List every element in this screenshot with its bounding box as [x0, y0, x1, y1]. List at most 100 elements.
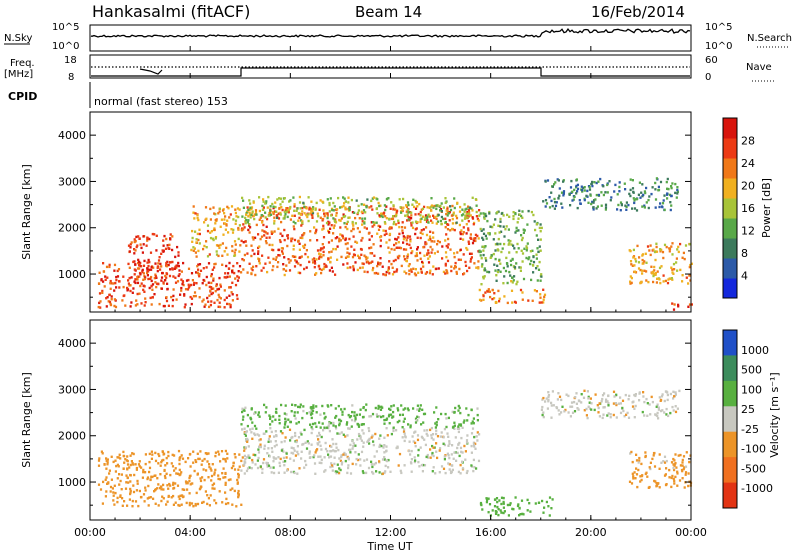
heatmap-cell: [378, 471, 381, 474]
heatmap-cell: [396, 255, 399, 258]
heatmap-cell: [378, 414, 381, 418]
heatmap-cell: [127, 279, 130, 282]
heatmap-cell: [234, 248, 237, 252]
heatmap-cell: [202, 298, 205, 301]
velocity-colorbar-tick: 100: [741, 383, 762, 396]
heatmap-cell: [502, 225, 505, 228]
heatmap-cell: [151, 453, 154, 456]
heatmap-cell: [167, 450, 170, 454]
heatmap-cell: [467, 228, 470, 232]
heatmap-cell: [502, 502, 505, 505]
heatmap-cell: [368, 206, 371, 209]
heatmap-cell: [255, 427, 258, 430]
heatmap-cell: [177, 254, 180, 257]
heatmap-cell: [274, 430, 277, 433]
heatmap-cell: [621, 399, 625, 402]
heatmap-cell: [429, 245, 432, 249]
heatmap-cell: [142, 470, 145, 474]
heatmap-cell: [388, 217, 391, 221]
heatmap-cell: [662, 460, 665, 463]
heatmap-cell: [406, 208, 409, 212]
heatmap-cell: [494, 301, 497, 304]
heatmap-cell: [322, 227, 325, 230]
heatmap-cell: [242, 241, 245, 244]
heatmap-cell: [139, 273, 142, 276]
heatmap-cell: [419, 236, 422, 240]
heatmap-cell: [521, 291, 524, 294]
heatmap-cell: [688, 243, 691, 246]
heatmap-cell: [515, 282, 518, 286]
heatmap-cell: [518, 266, 521, 269]
heatmap-cell: [231, 293, 234, 296]
heatmap-cell: [241, 428, 244, 431]
heatmap-cell: [361, 266, 364, 269]
heatmap-cell: [283, 412, 286, 415]
heatmap-cell: [174, 255, 177, 259]
heatmap-cell: [512, 508, 515, 511]
heatmap-cell: [211, 463, 214, 466]
heatmap-cell: [316, 434, 319, 438]
heatmap-cell: [319, 249, 322, 252]
heatmap-cell: [446, 452, 449, 455]
heatmap-cell: [497, 210, 500, 213]
heatmap-cell: [211, 268, 214, 271]
heatmap-cell: [368, 415, 371, 418]
power-colorbar-tick: 12: [741, 225, 755, 238]
heatmap-cell: [150, 285, 153, 288]
heatmap-cell: [483, 267, 486, 270]
heatmap-cell: [293, 205, 296, 208]
heatmap-cell: [555, 406, 559, 410]
heatmap-cell: [131, 505, 134, 508]
heatmap-cell: [544, 199, 548, 202]
heatmap-cell: [307, 213, 310, 216]
heatmap-cell: [250, 267, 253, 270]
heatmap-cell: [116, 275, 120, 278]
heatmap-cell: [202, 278, 205, 282]
heatmap-cell: [142, 243, 145, 246]
heatmap-cell: [348, 237, 351, 241]
heatmap-cell: [341, 413, 344, 416]
heatmap-cell: [182, 261, 185, 265]
heatmap-cell: [259, 216, 262, 219]
heatmap-cell: [397, 236, 400, 239]
heatmap-cell: [452, 213, 455, 216]
heatmap-cell: [224, 458, 227, 461]
heatmap-cell: [495, 274, 498, 277]
heatmap-cell: [323, 212, 326, 215]
heatmap-cell: [173, 469, 176, 472]
heatmap-cell: [283, 197, 286, 200]
heatmap-cell: [388, 232, 392, 236]
heatmap-cell: [625, 413, 628, 416]
heatmap-cell: [364, 255, 367, 259]
heatmap-cell: [638, 256, 641, 259]
heatmap-cell: [159, 473, 162, 476]
heatmap-cell: [215, 250, 218, 253]
heatmap-cell: [612, 402, 615, 405]
heatmap-cell: [264, 262, 267, 265]
heatmap-cell: [607, 394, 610, 397]
heatmap-cell: [273, 222, 276, 225]
heatmap-cell: [445, 255, 448, 259]
heatmap-cell: [548, 496, 552, 499]
heatmap-cell: [331, 438, 334, 441]
heatmap-cell: [293, 265, 297, 268]
heatmap-cell: [392, 204, 395, 207]
heatmap-cell: [543, 506, 546, 509]
heatmap-cell: [194, 459, 197, 462]
heatmap-cell: [269, 211, 272, 214]
heatmap-cell: [375, 221, 378, 224]
heatmap-cell: [423, 218, 426, 221]
heatmap-cell: [287, 418, 290, 421]
heatmap-cell: [313, 257, 316, 260]
heatmap-cell: [461, 460, 464, 463]
heatmap-cell: [283, 423, 287, 426]
heatmap-cell: [562, 180, 565, 183]
heatmap-cell: [240, 271, 243, 274]
heatmap-cell: [190, 297, 194, 300]
power-panel-frame: [89, 111, 692, 313]
heatmap-cell: [598, 415, 601, 418]
heatmap-cell: [314, 230, 318, 233]
heatmap-cell: [264, 216, 267, 219]
heatmap-cell: [226, 302, 229, 306]
heatmap-cell: [385, 205, 388, 208]
